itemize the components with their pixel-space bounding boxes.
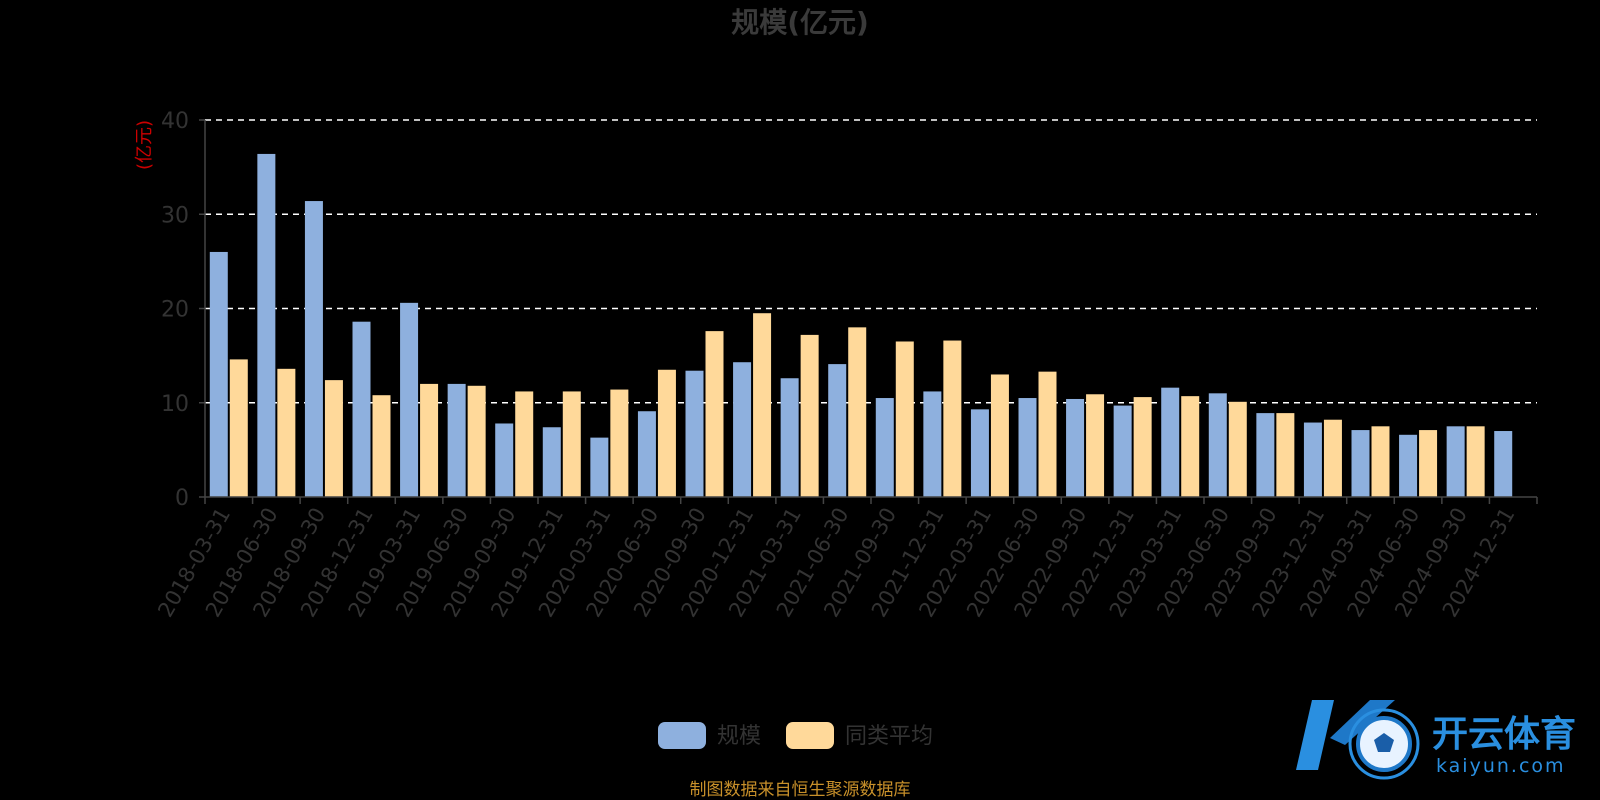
bar-series-a-2022-03-31[interactable] bbox=[970, 409, 989, 497]
bar-series-a-2018-06-30[interactable] bbox=[257, 153, 276, 497]
bar-series-b-2018-12-31[interactable] bbox=[372, 395, 391, 497]
soccer-ball-k-logo-icon bbox=[1296, 700, 1420, 780]
bar-series-b-2024-06-30[interactable] bbox=[1419, 430, 1438, 497]
bar-series-a-2019-12-31[interactable] bbox=[542, 427, 561, 497]
chart-title: 规模(亿元) bbox=[731, 6, 869, 39]
legend-label-series-b: 同类平均 bbox=[845, 724, 933, 749]
y-tick-label: 0 bbox=[175, 486, 189, 511]
bar-series-a-2021-09-30[interactable] bbox=[875, 398, 894, 497]
bar-series-a-2019-09-30[interactable] bbox=[495, 423, 514, 497]
y-tick-label: 40 bbox=[161, 109, 189, 134]
bar-series-a-2022-06-30[interactable] bbox=[1018, 398, 1037, 497]
bar-series-a-2018-03-31[interactable] bbox=[209, 251, 228, 497]
bar-series-b-2019-09-30[interactable] bbox=[515, 391, 534, 497]
bar-series-a-2024-06-30[interactable] bbox=[1399, 434, 1418, 497]
legend: 规模 同类平均 bbox=[658, 722, 933, 749]
legend-swatch-series-a[interactable] bbox=[658, 722, 706, 749]
bar-series-a-2018-12-31[interactable] bbox=[352, 321, 371, 497]
bar-series-b-2020-03-31[interactable] bbox=[610, 389, 629, 497]
bar-series-b-2022-06-30[interactable] bbox=[1038, 371, 1057, 497]
bar-series-b-2023-03-31[interactable] bbox=[1181, 396, 1200, 497]
bar-series-a-2022-12-31[interactable] bbox=[1113, 405, 1132, 497]
bar-series-a-2019-03-31[interactable] bbox=[400, 302, 419, 497]
bar-series-a-2021-06-30[interactable] bbox=[828, 364, 847, 497]
bar-series-b-2023-09-30[interactable] bbox=[1276, 413, 1295, 497]
bar-series-b-2021-12-31[interactable] bbox=[943, 340, 962, 497]
bar-series-b-2020-12-31[interactable] bbox=[753, 313, 772, 497]
bar-series-a-2023-09-30[interactable] bbox=[1256, 413, 1275, 497]
bar-series-a-2020-12-31[interactable] bbox=[733, 362, 752, 497]
bars-layer bbox=[209, 153, 1513, 497]
watermark-domain-text: kaiyun.com bbox=[1436, 755, 1566, 777]
bar-series-a-2024-09-30[interactable] bbox=[1446, 426, 1465, 497]
bar-series-b-2024-09-30[interactable] bbox=[1466, 426, 1485, 497]
bar-series-b-2022-09-30[interactable] bbox=[1086, 394, 1105, 497]
bar-series-a-2023-12-31[interactable] bbox=[1303, 422, 1322, 497]
y-tick-label: 30 bbox=[161, 203, 189, 228]
bar-series-b-2018-03-31[interactable] bbox=[229, 359, 248, 497]
bar-series-a-2018-09-30[interactable] bbox=[304, 201, 323, 497]
bar-series-b-2024-03-31[interactable] bbox=[1371, 426, 1390, 497]
bar-series-a-2023-06-30[interactable] bbox=[1208, 393, 1227, 497]
bar-series-b-2023-12-31[interactable] bbox=[1323, 419, 1342, 497]
y-tick-label: 20 bbox=[161, 298, 189, 323]
bar-series-b-2019-03-31[interactable] bbox=[420, 383, 439, 497]
bar-series-a-2024-12-31[interactable] bbox=[1494, 431, 1513, 497]
bar-series-a-2021-03-31[interactable] bbox=[780, 378, 799, 497]
bar-series-a-2020-03-31[interactable] bbox=[590, 437, 609, 497]
y-tick-label: 10 bbox=[161, 392, 189, 417]
bar-series-b-2021-09-30[interactable] bbox=[895, 341, 914, 497]
y-tick-layer: 0 10 20 30 40 bbox=[161, 109, 205, 511]
source-note: 制图数据来自恒生聚源数据库 bbox=[690, 780, 911, 800]
bar-series-b-2019-12-31[interactable] bbox=[562, 391, 581, 497]
legend-label-series-a: 规模 bbox=[717, 724, 761, 749]
bar-series-b-2023-06-30[interactable] bbox=[1228, 401, 1247, 497]
bar-series-b-2020-09-30[interactable] bbox=[705, 331, 724, 497]
bar-series-a-2020-09-30[interactable] bbox=[685, 370, 704, 497]
bar-series-b-2020-06-30[interactable] bbox=[657, 369, 676, 497]
bar-series-b-2018-06-30[interactable] bbox=[277, 368, 296, 497]
bar-series-b-2021-06-30[interactable] bbox=[848, 327, 867, 497]
bar-series-a-2020-06-30[interactable] bbox=[637, 411, 656, 497]
bar-series-a-2022-09-30[interactable] bbox=[1066, 398, 1085, 497]
bar-series-b-2022-12-31[interactable] bbox=[1133, 397, 1152, 497]
bar-series-a-2021-12-31[interactable] bbox=[923, 391, 942, 497]
bar-series-a-2023-03-31[interactable] bbox=[1161, 387, 1180, 497]
bar-series-a-2024-03-31[interactable] bbox=[1351, 430, 1370, 497]
bar-series-b-2021-03-31[interactable] bbox=[800, 334, 819, 497]
bar-series-a-2019-06-30[interactable] bbox=[447, 383, 466, 497]
x-tick-layer: 2018-03-312018-06-302018-09-302018-12-31… bbox=[153, 504, 1519, 622]
watermark-logo: 开云体育 kaiyun.com bbox=[1296, 700, 1576, 780]
bar-series-b-2022-03-31[interactable] bbox=[990, 374, 1009, 497]
y-axis-unit-label: (亿元) bbox=[134, 120, 155, 170]
watermark-brand-text: 开云体育 bbox=[1432, 714, 1576, 755]
bar-series-b-2019-06-30[interactable] bbox=[467, 385, 486, 497]
legend-swatch-series-b[interactable] bbox=[786, 722, 834, 749]
bar-series-b-2018-09-30[interactable] bbox=[324, 380, 343, 497]
